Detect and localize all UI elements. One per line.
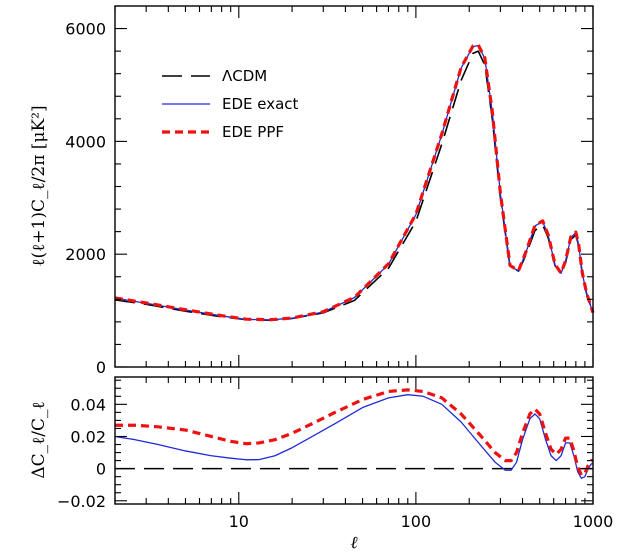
top-y-tick-label: 6000 [65, 20, 106, 39]
bottom-y-tick-label: 0 [96, 460, 106, 479]
bottom-y-tick-label: −0.02 [57, 492, 106, 511]
bottom-y-tick-labels: −0.02 0 0.02 0.04 [57, 395, 106, 510]
top-y-axis-label: ℓ(ℓ+1)C_ℓ/2π [μK²] [29, 105, 49, 266]
top-series-ede-ppf [114, 43, 595, 322]
bottom-y-axis-label: ΔC_ℓ/C_ℓ [29, 401, 49, 478]
top-ticks [114, 5, 594, 368]
top-series-λcdm [114, 50, 594, 321]
bottom-ticks [114, 377, 594, 504]
bottom-panel: −0.02 0 0.02 0.04 10 100 1000 ΔC_ℓ/C_ℓ ℓ [29, 376, 614, 553]
x-axis-label: ℓ [350, 533, 357, 553]
top-y-tick-label: 2000 [65, 245, 106, 264]
top-y-tick-label: 4000 [65, 132, 106, 151]
legend-label: ΛCDM [222, 67, 267, 85]
bottom-curves [114, 388, 594, 479]
bottom-frame [114, 376, 594, 505]
top-y-tick-labels: 0 2000 4000 6000 [65, 20, 106, 377]
legend-label: EDE PPF [222, 123, 284, 141]
top-panel: 0 2000 4000 6000 ℓ(ℓ+1)C_ℓ/2π [μK²] ΛCDM EDE… [29, 5, 595, 377]
top-curves [114, 43, 595, 322]
bottom-y-tick-label: 0.02 [70, 427, 106, 446]
x-tick-label: 100 [401, 512, 432, 531]
x-tick-label: 1000 [573, 512, 614, 531]
bottom-y-tick-label: 0.04 [70, 395, 106, 414]
bottom-series-ede-ppf [115, 388, 594, 477]
legend: ΛCDM EDE exact EDE PPF [162, 67, 299, 141]
top-frame [114, 5, 594, 368]
legend-label: EDE exact [222, 95, 299, 113]
top-y-tick-label: 0 [96, 358, 106, 377]
x-tick-label: 10 [229, 512, 249, 531]
x-tick-labels: 10 100 1000 [229, 512, 614, 531]
top-series-ede-exact [114, 44, 594, 321]
